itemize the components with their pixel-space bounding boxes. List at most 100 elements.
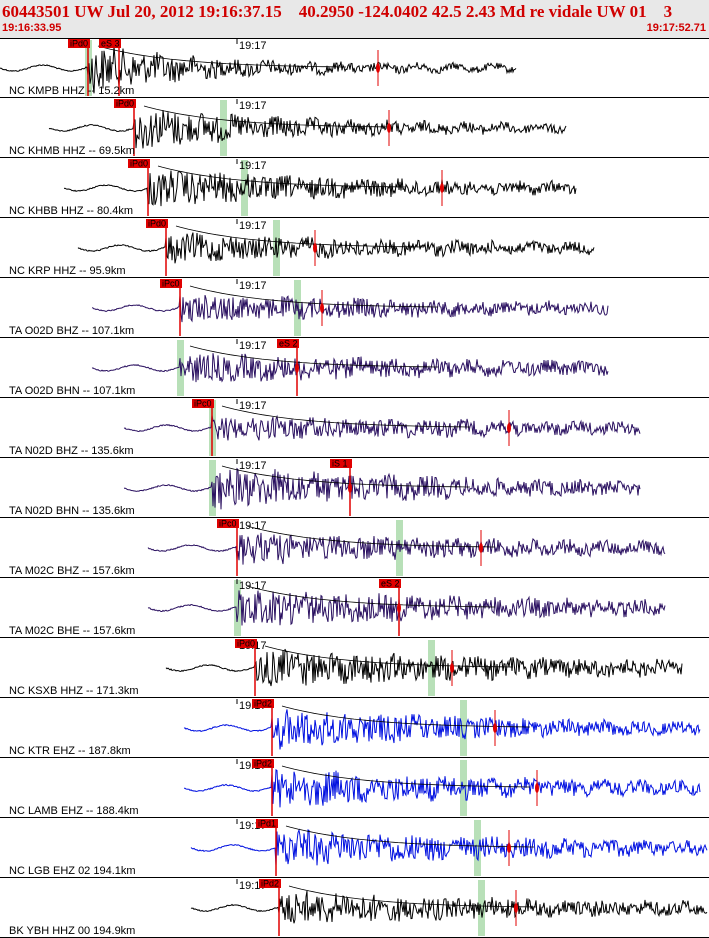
pick-flag [235, 639, 257, 648]
pick-flag [330, 459, 352, 468]
pick-flag [68, 39, 90, 48]
amplitude-dot [320, 303, 324, 313]
waveform-trace [147, 532, 666, 565]
minute-tick-label: 19:17 [239, 100, 267, 112]
waveform-trace [123, 467, 641, 510]
coda-fit-curve [221, 465, 470, 488]
coda-fit-curve [285, 825, 534, 848]
amplitude-dot [535, 783, 539, 793]
station-label: NC KHBB HHZ -- 80.4km [9, 205, 133, 217]
pick-flag [114, 99, 136, 108]
waveform-trace [77, 232, 595, 264]
amplitude-dot [479, 543, 483, 553]
amplitude-dot [450, 663, 454, 673]
pick-label: eS 3 [101, 39, 120, 49]
waveform-trace [0, 46, 517, 94]
pick-label: iS 1 [332, 459, 348, 469]
coda-fit-curve [281, 765, 530, 788]
coda-fit-curve [221, 405, 470, 428]
station-label: TA O02D BHZ -- 107.1km [9, 325, 134, 337]
station-label: NC KHMB HHZ -- 69.5km [9, 145, 135, 157]
minute-tick-label: 19:17 [239, 340, 267, 352]
pick-flag [99, 39, 121, 48]
amplitude-dot [440, 183, 444, 193]
waveform-trace [91, 353, 609, 383]
waveform-trace [147, 590, 666, 626]
station-label: NC KMPB HHZ -- 15.2km [9, 85, 134, 97]
start-time: 19:16:33.95 [2, 22, 62, 34]
pick-label: iPc0 [219, 519, 237, 529]
coda-fit-curve [175, 225, 424, 248]
station-label: NC KRP HHZ -- 95.9km [9, 265, 126, 277]
minute-tick-label: 19:17 [239, 400, 267, 412]
shade-window [428, 640, 435, 696]
station-label: BK YBH HHZ 00 194.9km [9, 925, 135, 937]
pick-flag [277, 339, 299, 348]
shade-window [478, 880, 485, 936]
pick-label: iPd0 [70, 39, 88, 49]
pick-label: iPd0 [148, 219, 166, 229]
pick-label: iPd1 [258, 819, 276, 829]
minute-tick-label: 19:17 [239, 40, 267, 52]
pick-label: iPd2 [261, 879, 279, 889]
amplitude-dot [514, 903, 518, 913]
station-label: NC KSXB HHZ -- 171.3km [9, 685, 139, 697]
coda-fit-curve [264, 645, 513, 668]
amplitude-dot [493, 723, 497, 733]
station-label: TA M02C BHZ -- 157.6km [9, 565, 135, 577]
station-label: TA M02C BHE -- 157.6km [9, 625, 135, 637]
pick-flag [256, 819, 278, 828]
pick-label: iPd2 [254, 759, 272, 769]
pick-flag [192, 399, 214, 408]
coda-fit-curve [97, 45, 346, 68]
pick-flag [128, 159, 150, 168]
waveform-trace [63, 170, 577, 207]
station-label: TA N02D BHZ -- 135.6km [9, 445, 134, 457]
amplitude-dot [313, 243, 317, 253]
shade-window [474, 820, 481, 876]
coda-fit-curve [143, 105, 392, 128]
shade-window [220, 100, 227, 156]
pick-label: iPc0 [162, 279, 180, 289]
waveform-trace [183, 709, 701, 750]
station-label: NC LAMB EHZ -- 188.4km [9, 805, 139, 817]
waveform-trace [190, 890, 708, 924]
amplitude-dot [387, 123, 391, 133]
pick-flag [252, 699, 274, 708]
waveform-trace [190, 828, 708, 866]
minute-tick-label: 19:17 [239, 160, 267, 172]
station-label: NC KTR EHZ -- 187.8km [9, 745, 131, 757]
waveform-trace [48, 110, 567, 149]
pick-label: iPd0 [237, 639, 255, 649]
end-time: 19:17:52.71 [646, 22, 706, 34]
coda-fit-curve [157, 165, 406, 188]
coda-fit-curve [281, 705, 530, 728]
pick-label: iPd2 [254, 699, 272, 709]
coda-fit-curve [246, 585, 495, 608]
shade-window [460, 700, 467, 756]
coda-fit-curve [246, 525, 495, 548]
station-label: TA O02D BHN -- 107.1km [9, 385, 135, 397]
record-section-header: 60443501 UW Jul 20, 2012 19:16:37.15 40.… [0, 0, 709, 39]
pick-flag [217, 519, 239, 528]
coda-fit-curve [189, 345, 438, 368]
coda-fit-curve [189, 285, 438, 308]
waveform-trace [184, 769, 701, 808]
pick-flag [160, 279, 182, 288]
amplitude-dot [507, 843, 511, 853]
pick-label: eS 2 [279, 339, 298, 349]
pick-flag [252, 759, 274, 768]
station-label: NC LGB EHZ 02 194.1km [9, 865, 136, 877]
pick-label: eS 2 [381, 579, 400, 589]
pick-flag [379, 579, 401, 588]
pick-flag [259, 879, 281, 888]
waveform-trace [165, 648, 683, 687]
coda-fit-curve [288, 885, 537, 908]
pick-label: iPd0 [130, 159, 148, 169]
event-title: 60443501 UW Jul 20, 2012 19:16:37.15 40.… [2, 2, 673, 21]
waveform-trace [91, 295, 609, 323]
minute-tick-label: 19:17 [239, 220, 267, 232]
amplitude-dot [376, 63, 380, 73]
pick-flag [146, 219, 168, 228]
minute-tick-label: 19:17 [239, 280, 267, 292]
